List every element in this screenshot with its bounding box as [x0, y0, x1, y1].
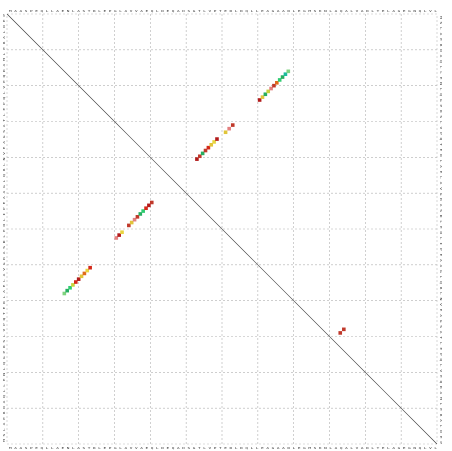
- alignment-segment: [62, 265, 92, 296]
- alignment-point: [263, 92, 268, 97]
- bottom-sequence-label: M A A S P E Q L L A E N L A S T R L E P …: [9, 446, 437, 450]
- top-sequence-label: M A A S P E Q L L A E N L A S T R L E P …: [9, 9, 437, 13]
- alignment-point: [149, 200, 154, 205]
- alignment-point: [277, 78, 282, 82]
- alignment-point: [203, 148, 208, 153]
- left-sequence-label: M S L A E R R A Q L L E N L Q G P R S L …: [2, 14, 6, 442]
- alignment-point: [120, 230, 124, 235]
- alignment-point: [283, 72, 288, 76]
- alignment-point: [206, 145, 211, 150]
- alignment-point: [68, 285, 72, 290]
- alignment-point: [135, 215, 140, 219]
- alignment-point: [212, 140, 216, 144]
- alignment-point: [257, 98, 262, 102]
- alignment-point: [71, 283, 75, 287]
- alignment-point: [260, 95, 265, 99]
- alignment-point: [338, 331, 343, 335]
- alignment-point: [223, 130, 228, 135]
- alignment-point: [65, 288, 69, 293]
- alignment-segment: [114, 200, 154, 240]
- alignment-point: [269, 86, 273, 91]
- alignment-point: [62, 291, 67, 296]
- alignment-point: [117, 233, 121, 237]
- alignment-point: [141, 209, 145, 213]
- alignment-point: [74, 280, 78, 284]
- alignment-point: [88, 265, 92, 270]
- alignment-point: [127, 223, 131, 228]
- alignment-point: [286, 69, 291, 74]
- alignment-point: [79, 274, 84, 279]
- identity-diagonal: [6, 13, 438, 445]
- alignment-segment: [338, 327, 346, 335]
- alignment-point: [230, 123, 235, 127]
- alignment-point: [129, 220, 134, 225]
- alignment-point: [200, 151, 205, 156]
- alignment-point: [82, 271, 87, 276]
- alignment-point: [132, 217, 137, 222]
- alignment-point: [215, 137, 219, 141]
- right-sequence-label: M S L A E R R A Q L L E N L Q G P R S L …: [439, 16, 443, 444]
- alignment-point: [272, 83, 276, 88]
- alignment-point: [144, 206, 148, 211]
- alignment-point: [85, 268, 90, 273]
- plot-frame: [6, 13, 438, 445]
- alignment-segment: [257, 69, 291, 102]
- alignment-point: [227, 126, 231, 131]
- alignment-point: [266, 89, 271, 94]
- alignment-point: [138, 212, 143, 216]
- alignment-point: [280, 75, 285, 79]
- alignment-point: [275, 81, 279, 85]
- alignment-point: [342, 327, 346, 332]
- alignment-point: [197, 154, 202, 159]
- alignment-point: [76, 277, 81, 281]
- alignment-point: [195, 157, 199, 161]
- alignment-point: [209, 142, 214, 147]
- alignment-segments: [62, 69, 346, 335]
- alignment-segment: [195, 123, 235, 161]
- alignment-point: [114, 236, 119, 240]
- alignment-point: [147, 203, 151, 208]
